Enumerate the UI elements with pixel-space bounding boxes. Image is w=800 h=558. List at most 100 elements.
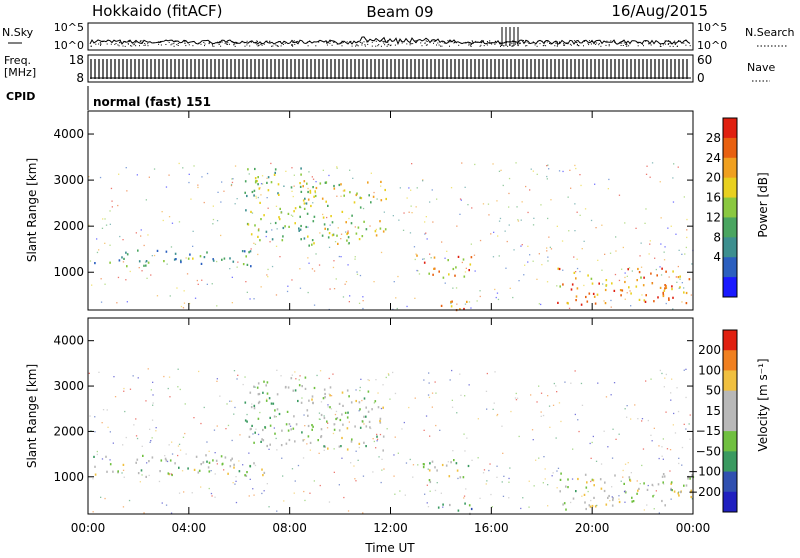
data-cell xyxy=(592,435,594,438)
data-cell xyxy=(290,428,292,431)
data-cell xyxy=(288,225,290,228)
data-cell xyxy=(618,495,620,497)
nsearch-point xyxy=(192,41,194,43)
data-cell xyxy=(239,434,241,436)
colorbar-segment xyxy=(723,390,737,412)
data-cell xyxy=(556,470,558,472)
data-cell xyxy=(605,503,608,506)
nsearch-point xyxy=(387,41,389,43)
data-cell xyxy=(515,399,518,401)
data-cell xyxy=(556,487,558,489)
data-cell xyxy=(379,227,382,230)
data-cell xyxy=(664,284,666,287)
data-cell xyxy=(223,190,225,192)
data-cell xyxy=(238,470,241,473)
nsearch-point xyxy=(106,43,108,45)
data-cell xyxy=(187,257,190,260)
data-cell xyxy=(385,197,387,201)
nsearch-point xyxy=(382,40,384,42)
data-cell xyxy=(314,190,316,193)
data-cell xyxy=(126,190,128,192)
data-cell xyxy=(623,490,626,493)
data-cell xyxy=(653,300,655,303)
noise-strip-frame xyxy=(87,22,694,51)
nsearch-point xyxy=(375,45,377,47)
data-cell xyxy=(268,448,270,450)
nsearch-point xyxy=(554,45,556,47)
data-cell xyxy=(556,225,558,227)
data-cell xyxy=(94,262,96,265)
data-cell xyxy=(200,422,202,425)
freq-trace xyxy=(90,59,691,79)
nsearch-point xyxy=(455,42,457,44)
data-cell xyxy=(314,194,317,198)
data-cell xyxy=(485,390,488,392)
data-cell xyxy=(362,300,364,302)
data-cell xyxy=(483,469,486,471)
data-cell xyxy=(281,457,283,459)
data-cell xyxy=(104,218,106,220)
data-cell xyxy=(399,490,401,492)
data-cell xyxy=(359,426,362,429)
data-cell xyxy=(235,501,238,504)
data-cell xyxy=(177,445,180,447)
data-cell xyxy=(432,221,434,223)
data-cell xyxy=(651,483,654,486)
data-cell xyxy=(132,375,134,377)
nsearch-point xyxy=(670,42,672,44)
data-cell xyxy=(347,510,350,512)
data-cell xyxy=(148,460,150,463)
data-cell xyxy=(318,418,320,420)
data-cell xyxy=(461,162,463,164)
data-cell xyxy=(148,474,150,477)
data-cell xyxy=(468,384,470,386)
data-cell xyxy=(357,226,360,229)
data-cell xyxy=(192,257,194,260)
beam-title: Beam 09 xyxy=(366,3,433,21)
nsearch-point xyxy=(204,45,205,47)
data-cell xyxy=(442,506,444,508)
data-cell xyxy=(637,267,639,271)
data-cell xyxy=(248,251,250,254)
data-cell xyxy=(565,508,567,511)
data-cell xyxy=(262,439,265,442)
nsearch-point xyxy=(127,40,129,42)
data-cell xyxy=(322,213,324,216)
data-cell xyxy=(549,426,551,428)
nsearch-point xyxy=(356,44,358,46)
data-cell xyxy=(307,226,309,228)
freq-strip-frame xyxy=(87,54,694,83)
data-cell xyxy=(94,431,96,433)
data-cell xyxy=(624,280,626,284)
data-cell xyxy=(684,253,686,255)
data-cell xyxy=(423,261,426,264)
data-cell xyxy=(382,406,384,409)
data-cell xyxy=(486,408,488,410)
data-cell xyxy=(618,279,621,282)
data-cell xyxy=(642,448,645,450)
data-cell xyxy=(450,187,453,189)
data-cell xyxy=(658,445,660,447)
data-cell xyxy=(476,300,478,302)
data-cell xyxy=(523,274,525,276)
nsearch-point xyxy=(426,41,428,42)
data-cell xyxy=(581,248,583,250)
nave-tick-low: 0 xyxy=(697,71,705,85)
nsearch-point xyxy=(341,45,343,47)
data-cell xyxy=(320,435,323,438)
data-cell xyxy=(261,438,263,441)
data-cell xyxy=(269,416,271,419)
data-cell xyxy=(260,286,262,288)
nsearch-point xyxy=(380,45,382,47)
data-cell xyxy=(280,444,283,447)
data-cell xyxy=(641,294,643,296)
data-cell xyxy=(346,389,349,392)
data-cell xyxy=(122,444,124,446)
data-cell xyxy=(678,287,680,289)
data-cell xyxy=(590,499,592,502)
data-cell xyxy=(155,430,157,432)
data-cell xyxy=(180,259,182,262)
data-cell xyxy=(675,233,677,235)
data-cell xyxy=(528,480,530,482)
